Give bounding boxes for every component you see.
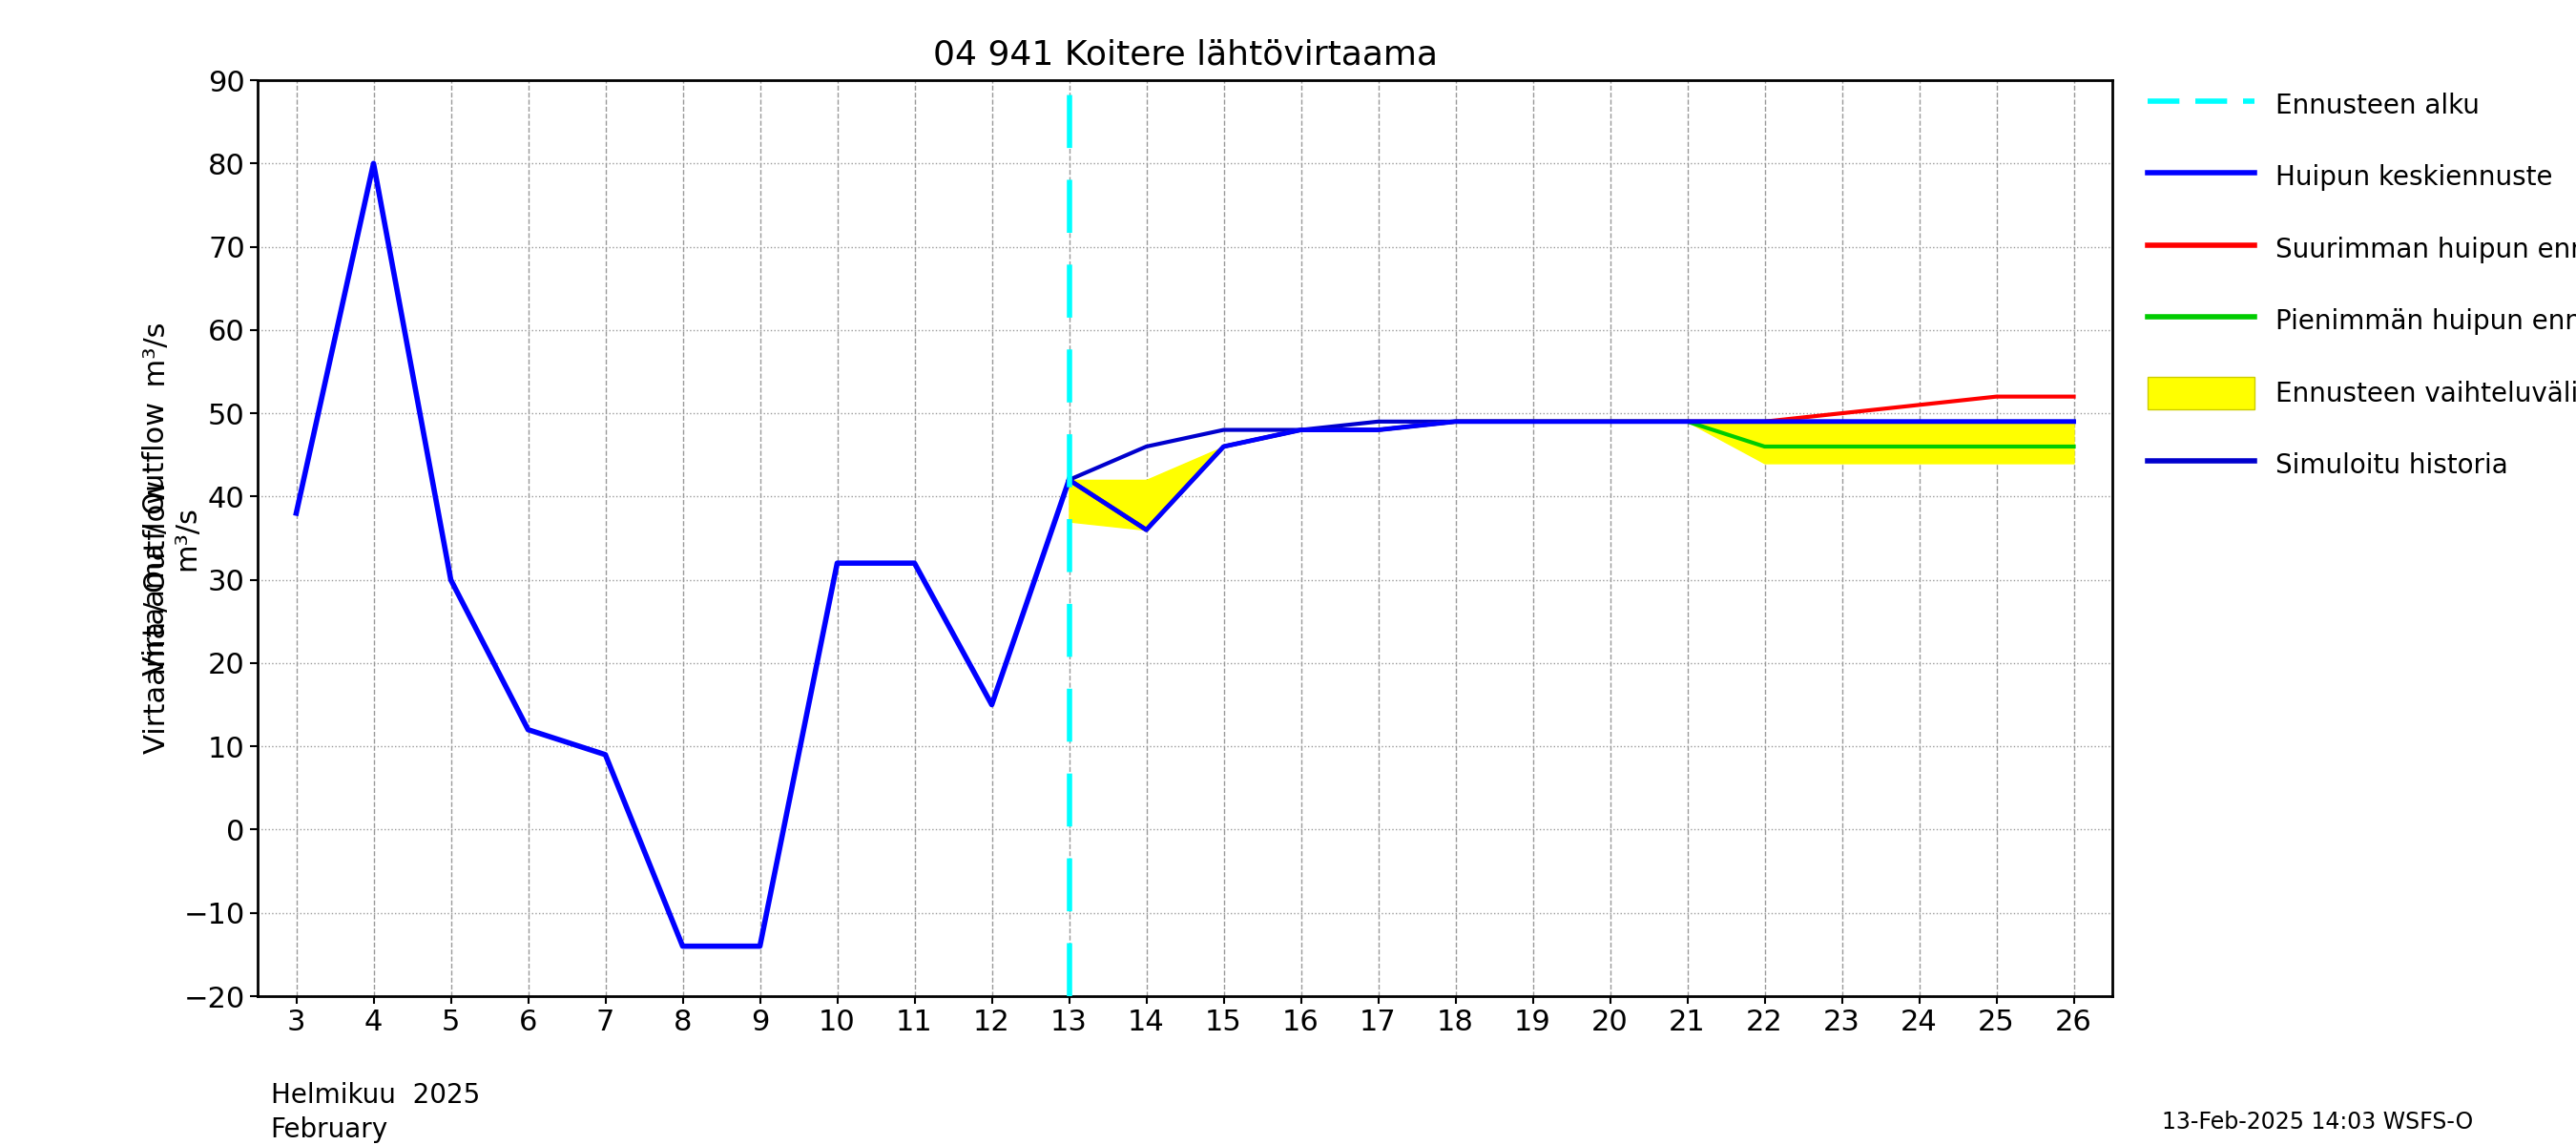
Text: m³/s: m³/s	[173, 506, 201, 570]
Text: February: February	[270, 1116, 389, 1143]
Title: 04 941 Koitere lähtövirtaama: 04 941 Koitere lähtövirtaama	[933, 39, 1437, 71]
Legend: Ennusteen alku, Huipun keskiennuste, Suurimman huipun ennuste, Pienimmän huipun : Ennusteen alku, Huipun keskiennuste, Suu…	[2136, 76, 2576, 495]
Text: 13-Feb-2025 14:03 WSFS-O: 13-Feb-2025 14:03 WSFS-O	[2161, 1111, 2473, 1134]
Text: Helmikuu  2025: Helmikuu 2025	[270, 1082, 479, 1108]
Y-axis label: Virtaama / Outflow          m³/s: Virtaama / Outflow m³/s	[142, 322, 170, 755]
Text: Virtaama / Outflow: Virtaama / Outflow	[142, 401, 170, 676]
